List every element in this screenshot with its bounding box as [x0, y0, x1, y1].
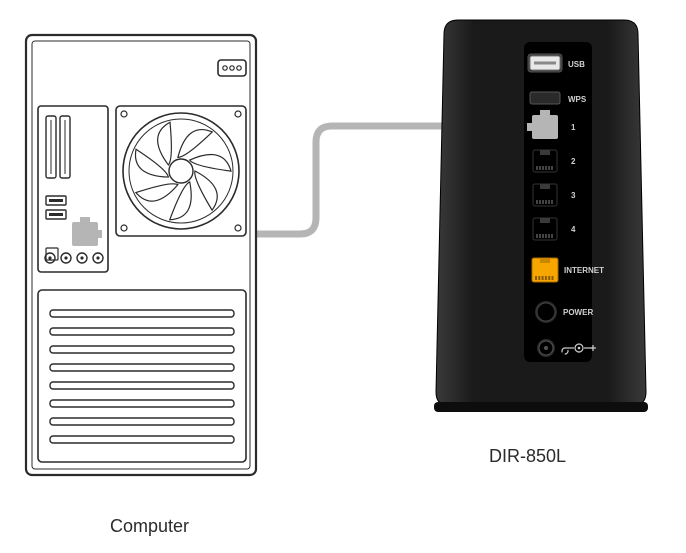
computer-caption: Computer [110, 516, 189, 537]
router: USB WPS 1 2 3 4 INTERNET POWER [434, 20, 648, 412]
svg-text:4: 4 [571, 225, 576, 234]
svg-text:WPS: WPS [568, 95, 587, 104]
router-lan-port-2 [533, 150, 557, 172]
router-caption: DIR-850L [489, 446, 566, 467]
svg-text:2: 2 [571, 157, 576, 166]
svg-text:USB: USB [568, 60, 585, 69]
router-internet-port [532, 258, 558, 282]
svg-text:3: 3 [571, 191, 576, 200]
router-lan-port-4 [533, 218, 557, 240]
router-power-button [537, 303, 555, 321]
svg-text:POWER: POWER [563, 308, 593, 317]
svg-text:1: 1 [571, 123, 576, 132]
computer [26, 35, 256, 475]
connection-diagram: USB WPS 1 2 3 4 INTERNET POWER [0, 0, 686, 548]
svg-text:INTERNET: INTERNET [564, 266, 604, 275]
router-lan-port-3 [533, 184, 557, 206]
